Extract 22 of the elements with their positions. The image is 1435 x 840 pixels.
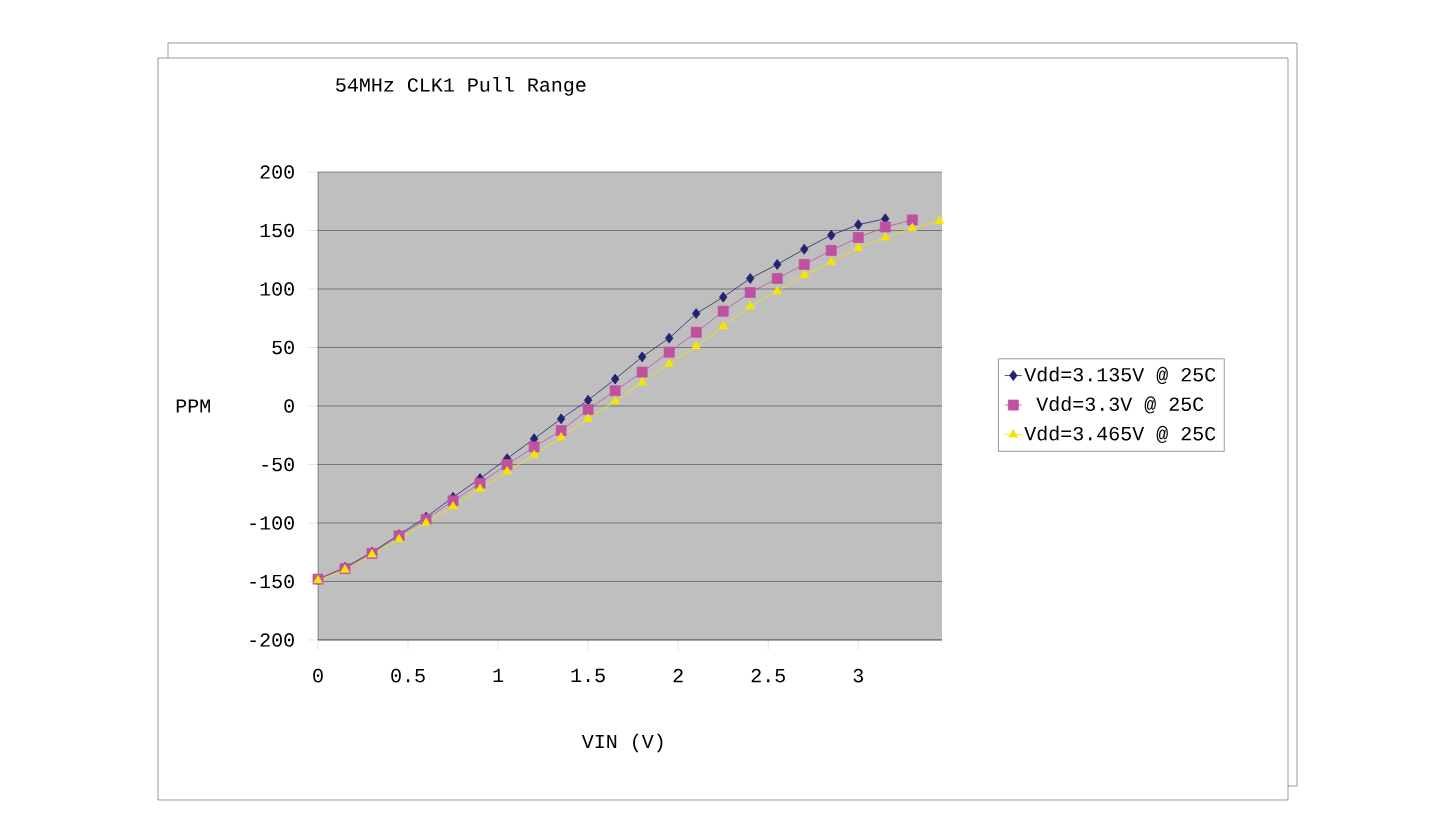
x-axis-title: VIN (V) — [581, 733, 663, 753]
x-tick-label: 2.5 — [751, 668, 785, 683]
y-tick-label: 50 — [272, 340, 294, 355]
y-tick-label: -50 — [262, 457, 294, 472]
chart-title: 54MHz CLK1 Pull Range — [336, 77, 586, 96]
y-tick-label: -150 — [250, 574, 294, 589]
y-tick-label: 0 — [284, 399, 294, 413]
x-tick-label: 0 — [313, 668, 323, 683]
y-tick-label: -100 — [250, 516, 294, 530]
y-tick-label: 200 — [260, 165, 294, 179]
y-tick-label: 100 — [260, 282, 294, 296]
x-tick-label: 0.5 — [391, 668, 425, 683]
legend-label: Vdd=3.3V @ 25C — [1036, 396, 1204, 414]
y-tick-label: -200 — [250, 633, 294, 647]
legend-label: Vdd=3.465V @ 25C — [1024, 425, 1216, 444]
legend-label: Vdd=3.135V @ 25C — [1024, 366, 1216, 385]
y-axis-title: PPM — [176, 399, 210, 413]
x-tick-label: 2 — [673, 668, 683, 683]
x-tick-label: 3 — [853, 668, 863, 683]
x-tick-label: 1 — [493, 668, 504, 683]
x-tick-label: 1.5 — [571, 668, 605, 683]
y-tick-label: 150 — [260, 223, 294, 238]
